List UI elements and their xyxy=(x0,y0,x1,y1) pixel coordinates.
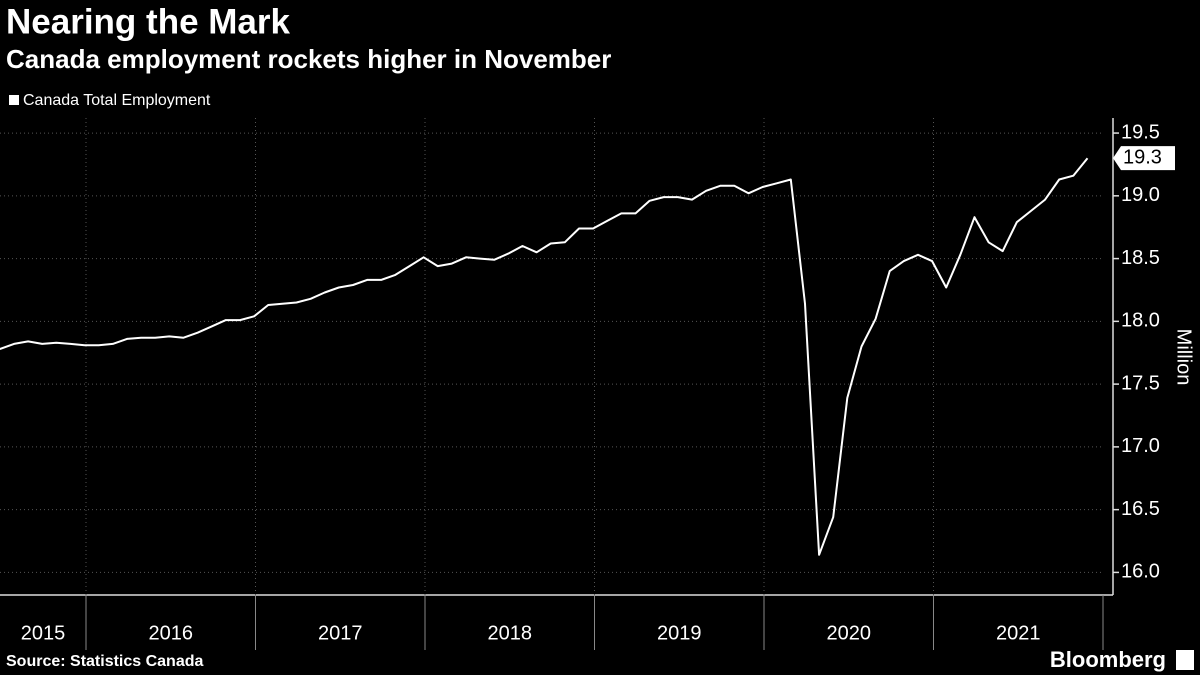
x-tick-label: 2018 xyxy=(488,622,533,644)
y-tick-label: 18.5 xyxy=(1121,247,1160,269)
y-tick-label: 16.0 xyxy=(1121,561,1160,583)
x-tick-label: 2016 xyxy=(149,622,194,644)
y-tick-label: 19.0 xyxy=(1121,184,1160,206)
brand-icon xyxy=(1176,650,1194,670)
y-tick-label: 17.0 xyxy=(1121,435,1160,457)
last-value-box xyxy=(1113,146,1175,171)
x-tick-label: 2017 xyxy=(318,622,363,644)
line-series xyxy=(0,157,1089,556)
x-tick-label: 2019 xyxy=(657,622,702,644)
x-tick-label: 2021 xyxy=(996,622,1041,644)
y-tick-label: 16.5 xyxy=(1121,498,1160,520)
y-tick-label: 17.5 xyxy=(1121,372,1160,394)
y-tick-label: 18.0 xyxy=(1121,310,1160,332)
chart-title: Nearing the Mark xyxy=(6,2,290,41)
last-value-label: 19.3 xyxy=(1123,146,1162,168)
x-tick-label: 2020 xyxy=(827,622,872,644)
brand: Bloomberg xyxy=(1050,647,1166,672)
source: Source: Statistics Canada xyxy=(6,653,204,670)
legend-swatch xyxy=(9,95,19,105)
y-tick-label: 19.5 xyxy=(1121,121,1160,143)
x-tick-label: 2015 xyxy=(21,622,66,644)
chart-subtitle: Canada employment rockets higher in Nove… xyxy=(6,44,611,74)
y-axis-label: Million xyxy=(1173,329,1195,386)
legend-label: Canada Total Employment xyxy=(23,92,211,109)
